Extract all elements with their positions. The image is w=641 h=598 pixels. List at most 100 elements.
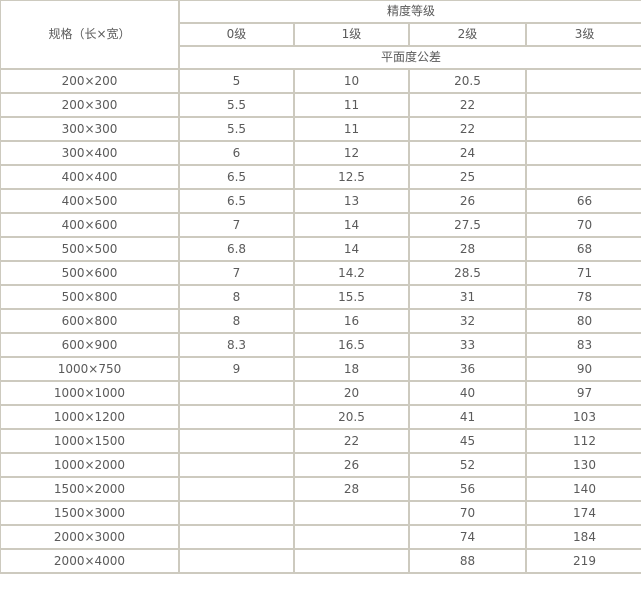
tolerance-cell-grade-1: 20.5 xyxy=(293,404,410,430)
tolerance-cell-grade-0: 8.3 xyxy=(178,332,295,358)
tolerance-cell-grade-0 xyxy=(178,524,295,550)
table-row: 600×800 8 16 32 80 xyxy=(0,308,641,334)
spec-cell: 200×200 xyxy=(0,68,180,94)
table-row: 300×400 6 12 24 xyxy=(0,140,641,166)
tolerance-cell-grade-2: 40 xyxy=(408,380,527,406)
tolerance-cell-grade-0 xyxy=(178,500,295,526)
tolerance-cell-grade-1: 10 xyxy=(293,68,410,94)
tolerance-cell-grade-2: 28.5 xyxy=(408,260,527,286)
tolerance-cell-grade-2: 32 xyxy=(408,308,527,334)
tolerance-cell-grade-3 xyxy=(524,140,641,166)
spec-cell: 300×300 xyxy=(0,116,180,142)
tolerance-cell-grade-3: 140 xyxy=(524,476,641,502)
tolerance-cell-grade-3 xyxy=(524,164,641,190)
header-row-grades: 0级 1级 2级 3级 xyxy=(0,22,641,47)
tolerance-cell-grade-1: 16.5 xyxy=(293,332,410,358)
spec-cell: 600×900 xyxy=(0,332,180,358)
tolerance-cell-grade-3 xyxy=(524,68,641,94)
tolerance-cell-grade-3: 112 xyxy=(524,428,641,454)
tolerance-cell-grade-3: 103 xyxy=(524,404,641,430)
spec-cell: 600×800 xyxy=(0,308,180,334)
spec-cell: 500×500 xyxy=(0,236,180,262)
tolerance-cell-grade-2: 26 xyxy=(408,188,527,214)
tolerance-cell-grade-2: 28 xyxy=(408,236,527,262)
tolerance-cell-grade-2: 56 xyxy=(408,476,527,502)
table-row: 1000×1500 22 45 112 xyxy=(0,428,641,454)
tolerance-cell-grade-0: 8 xyxy=(178,284,295,310)
tolerance-cell-grade-3: 83 xyxy=(524,332,641,358)
grade-header-1: 1级 xyxy=(293,22,410,47)
tolerance-cell-grade-0 xyxy=(178,452,295,478)
tolerance-cell-grade-0: 5.5 xyxy=(178,92,295,118)
tolerance-header: 平面度公差 xyxy=(177,45,641,70)
tolerance-cell-grade-3: 90 xyxy=(524,356,641,382)
tolerance-cell-grade-3: 130 xyxy=(524,452,641,478)
table-row: 600×900 8.3 16.5 33 83 xyxy=(0,332,641,358)
tolerance-cell-grade-3: 78 xyxy=(524,284,641,310)
tolerance-cell-grade-0: 6.8 xyxy=(178,236,295,262)
spec-cell: 400×400 xyxy=(0,164,180,190)
tolerance-cell-grade-1: 28 xyxy=(293,476,410,502)
tolerance-cell-grade-1: 22 xyxy=(293,428,410,454)
spec-cell: 400×500 xyxy=(0,188,180,214)
tolerance-cell-grade-1: 11 xyxy=(293,116,410,142)
table-row: 300×300 5.5 11 22 xyxy=(0,116,641,142)
tolerance-cell-grade-1 xyxy=(293,548,410,574)
tolerance-cell-grade-1 xyxy=(293,524,410,550)
tolerance-cell-grade-2: 36 xyxy=(408,356,527,382)
tolerance-cell-grade-0: 7 xyxy=(178,260,295,286)
tolerance-cell-grade-0: 7 xyxy=(178,212,295,238)
tolerance-cell-grade-0 xyxy=(178,404,295,430)
table-row: 2000×3000 74 184 xyxy=(0,524,641,550)
tolerance-cell-grade-2: 22 xyxy=(408,116,527,142)
table-row: 400×400 6.5 12.5 25 xyxy=(0,164,641,190)
table-row: 1000×1200 20.5 41 103 xyxy=(0,404,641,430)
table-row: 1500×3000 70 174 xyxy=(0,500,641,526)
tolerance-cell-grade-0: 5 xyxy=(178,68,295,94)
tolerance-cell-grade-3: 70 xyxy=(524,212,641,238)
tolerance-cell-grade-2: 70 xyxy=(408,500,527,526)
header-row-precision: 规格（长×宽） 精度等级 xyxy=(0,0,641,70)
tolerance-cell-grade-0 xyxy=(178,428,295,454)
spec-cell: 1500×2000 xyxy=(0,476,180,502)
tolerance-cell-grade-1: 14.2 xyxy=(293,260,410,286)
header-row-tolerance: 平面度公差 xyxy=(0,45,641,70)
table-row: 500×800 8 15.5 31 78 xyxy=(0,284,641,310)
table-row: 500×500 6.8 14 28 68 xyxy=(0,236,641,262)
grade-header-0: 0级 xyxy=(178,22,295,47)
table-row: 400×500 6.5 13 26 66 xyxy=(0,188,641,214)
tolerance-cell-grade-1: 12.5 xyxy=(293,164,410,190)
tolerance-cell-grade-1: 16 xyxy=(293,308,410,334)
tolerance-cell-grade-0 xyxy=(178,548,295,574)
spec-cell: 1000×2000 xyxy=(0,452,180,478)
spec-cell: 500×600 xyxy=(0,260,180,286)
spec-cell: 300×400 xyxy=(0,140,180,166)
spec-cell: 1000×1500 xyxy=(0,428,180,454)
tolerance-cell-grade-3: 174 xyxy=(524,500,641,526)
table-row: 400×600 7 14 27.5 70 xyxy=(0,212,641,238)
table-row: 1000×750 9 18 36 90 xyxy=(0,356,641,382)
tolerance-cell-grade-3: 80 xyxy=(524,308,641,334)
tolerance-cell-grade-3: 219 xyxy=(524,548,641,574)
table-row: 1500×2000 28 56 140 xyxy=(0,476,641,502)
tolerance-cell-grade-2: 20.5 xyxy=(408,68,527,94)
tolerance-cell-grade-0: 6.5 xyxy=(178,164,295,190)
tolerance-cell-grade-0 xyxy=(178,380,295,406)
tolerance-cell-grade-3: 68 xyxy=(524,236,641,262)
spec-cell: 1000×1200 xyxy=(0,404,180,430)
tolerance-cell-grade-1: 14 xyxy=(293,236,410,262)
tolerance-cell-grade-2: 22 xyxy=(408,92,527,118)
tolerance-cell-grade-1: 18 xyxy=(293,356,410,382)
tolerance-cell-grade-2: 45 xyxy=(408,428,527,454)
table-row: 1000×1000 20 40 97 xyxy=(0,380,641,406)
tolerance-cell-grade-2: 31 xyxy=(408,284,527,310)
spec-cell: 2000×3000 xyxy=(0,524,180,550)
tolerance-cell-grade-0: 9 xyxy=(178,356,295,382)
spec-cell: 1000×750 xyxy=(0,356,180,382)
tolerance-cell-grade-0: 5.5 xyxy=(178,116,295,142)
table-row: 500×600 7 14.2 28.5 71 xyxy=(0,260,641,286)
tolerance-cell-grade-1: 13 xyxy=(293,188,410,214)
grade-header-2: 2级 xyxy=(408,22,527,47)
spec-header: 规格（长×宽） xyxy=(0,0,180,70)
tolerance-cell-grade-3: 97 xyxy=(524,380,641,406)
